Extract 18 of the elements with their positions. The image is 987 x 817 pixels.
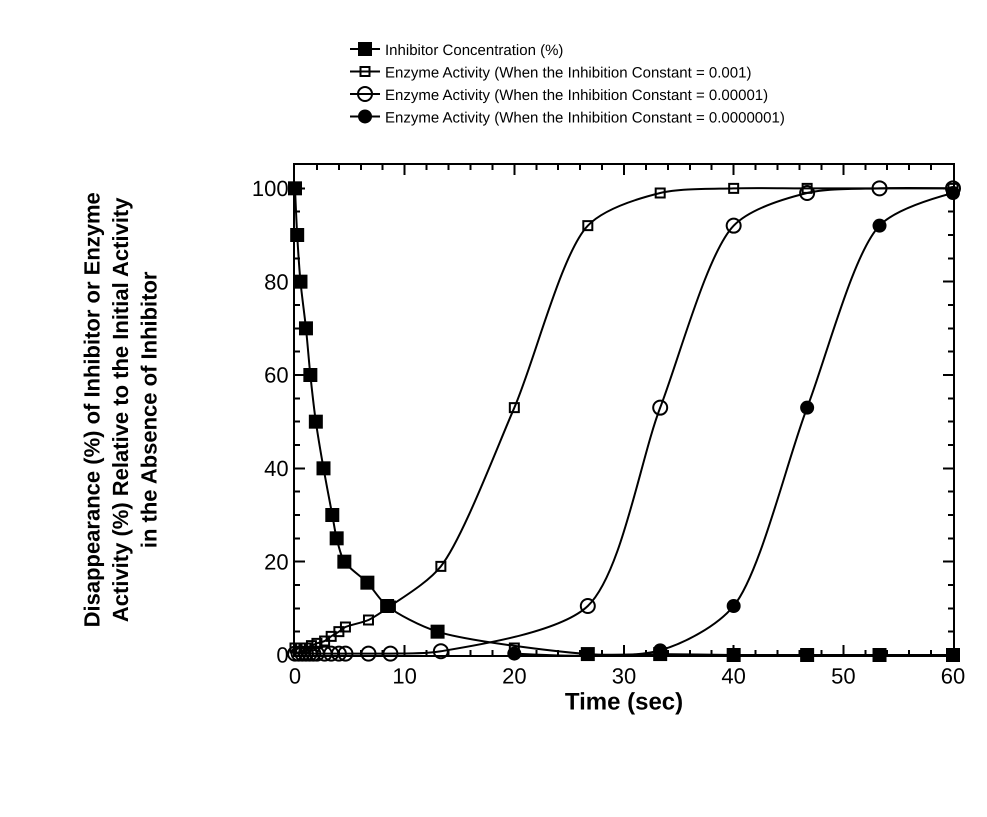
y-tick-label: 100: [252, 176, 289, 202]
x-tick-label: 60: [940, 663, 966, 688]
x-tick-label: 10: [392, 663, 417, 688]
legend-label: Enzyme Activity (When the Inhibition Constant = 0.001): [385, 64, 752, 82]
x-tick-label: 20: [502, 663, 527, 688]
y-axis-title: Disappearance (%) of Inhibitor or Enzyme Activity (%) Relative to the Initial Activity in the Absence of Inhibitor: [79, 192, 162, 628]
legend-label: Enzyme Activity (When the Inhibition Constant = 0.00001): [385, 86, 768, 104]
y-tick-label: 0: [276, 642, 289, 668]
y-tick-label: 20: [264, 549, 289, 574]
y-tick-label: 80: [264, 269, 289, 294]
y-tick-label: 60: [264, 362, 289, 388]
x-tick-label: 40: [721, 663, 746, 688]
legend-label: Inhibitor Concentration (%): [385, 42, 564, 59]
x-axis-title: Time (sec): [564, 688, 684, 716]
y-tick-label: 40: [264, 456, 289, 482]
x-tick-label: 50: [831, 663, 856, 688]
x-tick-label: 30: [612, 663, 636, 688]
legend-label: Enzyme Activity (When the Inhibition Constant = 0.0000001): [385, 109, 785, 126]
